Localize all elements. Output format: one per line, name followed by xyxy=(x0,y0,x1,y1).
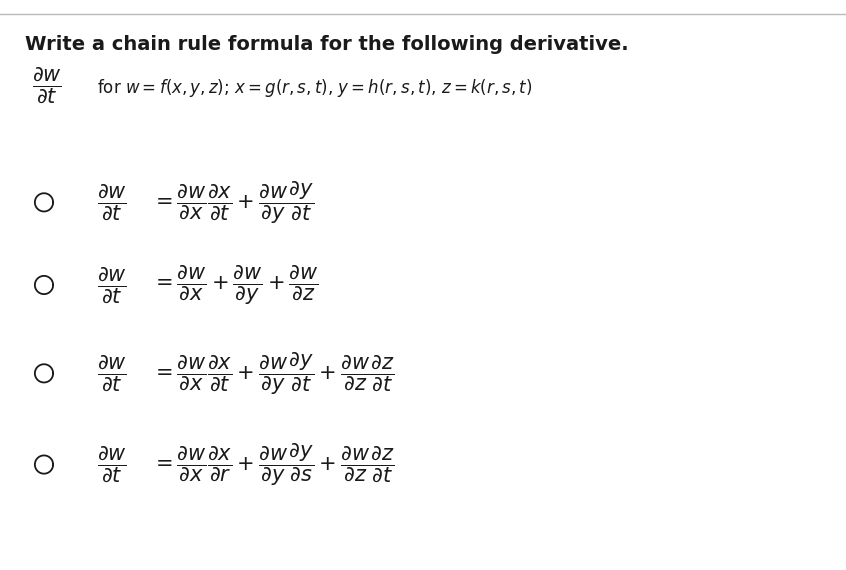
Text: $\dfrac{\partial w}{\partial t}$: $\dfrac{\partial w}{\partial t}$ xyxy=(32,66,62,105)
Text: for $w = f(x, y, z)$; $x = g(r, s, t)$, $y = h(r, s, t)$, $z = k(r, s, t)$: for $w = f(x, y, z)$; $x = g(r, s, t)$, … xyxy=(97,77,533,99)
Text: $= \dfrac{\partial w}{\partial x} + \dfrac{\partial w}{\partial y} + \dfrac{\par: $= \dfrac{\partial w}{\partial x} + \dfr… xyxy=(151,263,318,307)
Text: $= \dfrac{\partial w}{\partial x}\dfrac{\partial x}{\partial t} + \dfrac{\partia: $= \dfrac{\partial w}{\partial x}\dfrac{… xyxy=(151,179,314,226)
Text: $\dfrac{\partial w}{\partial t}$: $\dfrac{\partial w}{\partial t}$ xyxy=(97,265,127,305)
Text: Write a chain rule formula for the following derivative.: Write a chain rule formula for the follo… xyxy=(25,35,629,54)
Text: $= \dfrac{\partial w}{\partial x}\dfrac{\partial x}{\partial t} + \dfrac{\partia: $= \dfrac{\partial w}{\partial x}\dfrac{… xyxy=(151,350,394,397)
Text: $= \dfrac{\partial w}{\partial x}\dfrac{\partial x}{\partial r} + \dfrac{\partia: $= \dfrac{\partial w}{\partial x}\dfrac{… xyxy=(151,441,394,488)
Text: $\dfrac{\partial w}{\partial t}$: $\dfrac{\partial w}{\partial t}$ xyxy=(97,353,127,393)
Text: $\dfrac{\partial w}{\partial t}$: $\dfrac{\partial w}{\partial t}$ xyxy=(97,445,127,484)
Text: $\dfrac{\partial w}{\partial t}$: $\dfrac{\partial w}{\partial t}$ xyxy=(97,182,127,222)
